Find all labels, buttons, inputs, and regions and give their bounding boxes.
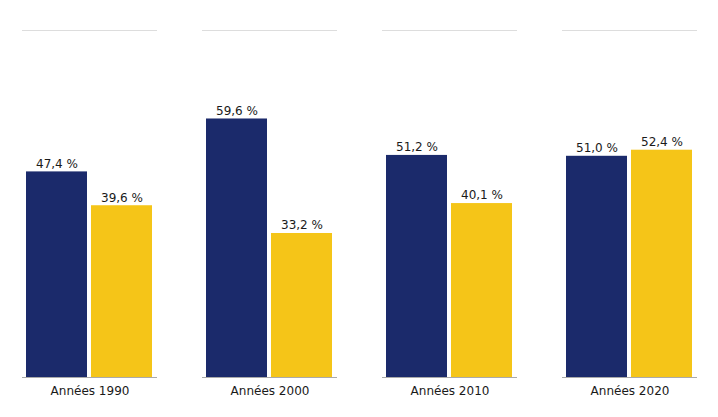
svg-text:Années 2000: Années 2000 — [231, 384, 310, 398]
svg-text:40,1 %: 40,1 % — [461, 188, 503, 202]
svg-text:Années 2020: Années 2020 — [591, 384, 670, 398]
svg-text:39,6 %: 39,6 % — [101, 191, 143, 205]
svg-text:Années 2010: Années 2010 — [411, 384, 490, 398]
svg-text:Années 1990: Années 1990 — [51, 384, 130, 398]
svg-text:47,4 %: 47,4 % — [36, 157, 78, 171]
svg-text:52,4 %: 52,4 % — [641, 135, 683, 149]
svg-text:33,2 %: 33,2 % — [281, 218, 323, 232]
svg-text:59,6 %: 59,6 % — [216, 104, 258, 118]
svg-text:51,0 %: 51,0 % — [576, 141, 618, 155]
svg-text:51,2 %: 51,2 % — [396, 140, 438, 154]
